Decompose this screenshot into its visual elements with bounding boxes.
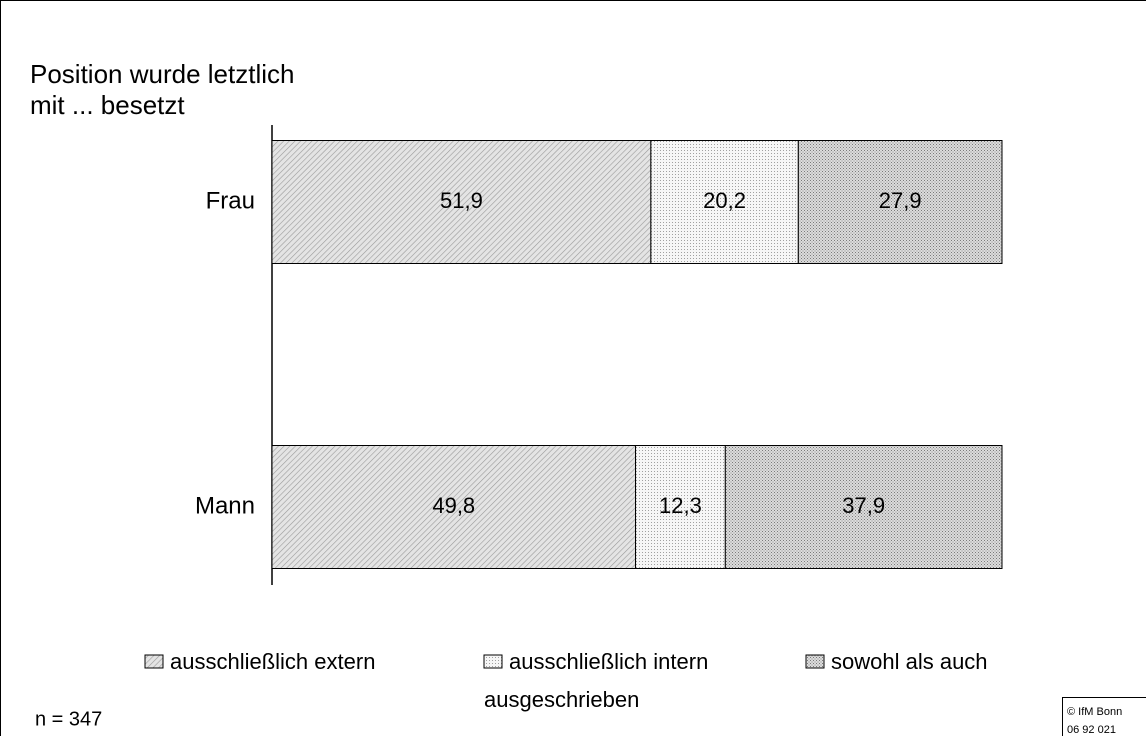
value-label: 20,2 xyxy=(703,188,746,213)
note: n = 347 xyxy=(35,708,102,730)
value-label: 37,9 xyxy=(842,493,885,518)
legend-label: ausschließlich extern xyxy=(170,649,375,674)
bar-segment xyxy=(635,445,726,569)
bar-segment xyxy=(650,140,799,264)
value-label: 12,3 xyxy=(659,493,702,518)
chart-title: Position wurde letztlich xyxy=(30,59,294,89)
legend-swatch xyxy=(805,654,825,669)
y-tick-label: Frau xyxy=(206,187,255,214)
chart-title: mit ... besetzt xyxy=(30,90,185,120)
source: © IfM Bonn xyxy=(1067,706,1122,718)
y-tick-label: Mann xyxy=(195,492,255,519)
value-label: 51,9 xyxy=(440,188,483,213)
legend-label: ausschließlich intern xyxy=(509,649,708,674)
legend-swatch xyxy=(144,654,164,669)
source: 06 92 021 xyxy=(1067,724,1116,736)
legend-label: sowohl als auch xyxy=(831,649,988,674)
bar-segment xyxy=(724,445,1003,569)
legend-swatch xyxy=(483,654,503,669)
value-label: 49,8 xyxy=(432,493,475,518)
bar-segment xyxy=(797,140,1003,264)
value-label: 27,9 xyxy=(879,188,922,213)
bar-segment xyxy=(271,140,652,264)
legend-note: ausgeschrieben xyxy=(484,687,639,712)
source-box xyxy=(1062,697,1146,736)
